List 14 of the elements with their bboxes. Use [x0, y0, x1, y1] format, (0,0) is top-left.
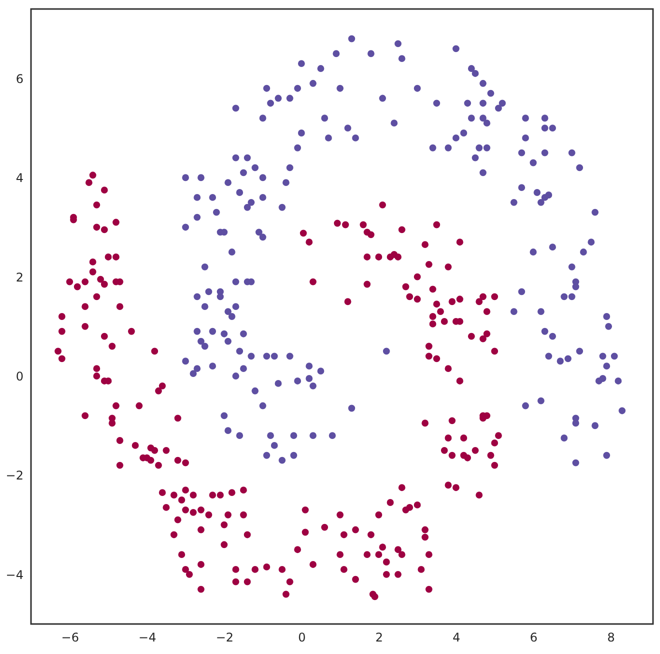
- x-tick-label: 2: [375, 630, 384, 644]
- x-tick-label: 0: [298, 630, 306, 644]
- x-tick-label: −4: [138, 630, 156, 644]
- y-tick-label: 2: [16, 270, 24, 284]
- y-tick-label: 6: [16, 72, 24, 86]
- y-tick-label: 0: [16, 370, 24, 384]
- x-tick-label: 8: [607, 630, 615, 644]
- x-tick-label: 4: [452, 630, 460, 644]
- y-tick-label: −2: [6, 468, 24, 483]
- y-tick-label: −4: [6, 568, 24, 582]
- x-tick-label: −2: [216, 630, 234, 644]
- y-tick-label: 4: [16, 171, 24, 186]
- x-tick-label: 6: [530, 630, 538, 644]
- x-tick-label: −6: [61, 630, 79, 644]
